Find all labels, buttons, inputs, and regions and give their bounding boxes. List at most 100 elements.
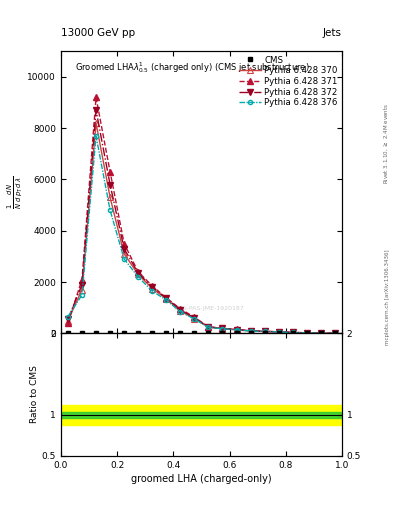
Pythia 6.428 371 [94,94,98,100]
Pythia 6.428 372 [290,329,295,335]
Pythia 6.428 372 [150,284,154,290]
CMS [332,330,337,336]
Pythia 6.428 376 [262,328,267,334]
Legend: CMS, Pythia 6.428 370, Pythia 6.428 371, Pythia 6.428 372, Pythia 6.428 376: CMS, Pythia 6.428 370, Pythia 6.428 371,… [237,54,339,109]
Pythia 6.428 370 [290,329,295,335]
Pythia 6.428 371 [66,320,70,326]
CMS [150,330,154,336]
Text: mcplots.cern.ch [arXiv:1306.3436]: mcplots.cern.ch [arXiv:1306.3436] [385,249,390,345]
Pythia 6.428 371 [136,269,141,275]
Pythia 6.428 372 [66,316,70,323]
X-axis label: groomed LHA (charged-only): groomed LHA (charged-only) [131,474,272,484]
Pythia 6.428 372 [305,330,309,336]
Pythia 6.428 376 [276,329,281,335]
Pythia 6.428 376 [122,256,127,262]
Text: Jets: Jets [323,28,342,38]
Pythia 6.428 376 [66,314,70,320]
Pythia 6.428 372 [164,295,169,302]
CMS [248,330,253,336]
Text: Groomed LHA$\lambda^{1}_{0.5}$ (charged only) (CMS jet substructure): Groomed LHA$\lambda^{1}_{0.5}$ (charged … [75,60,310,75]
Pythia 6.428 371 [192,314,197,321]
Pythia 6.428 376 [234,327,239,333]
Pythia 6.428 376 [318,330,323,336]
Y-axis label: Ratio to CMS: Ratio to CMS [30,366,39,423]
Pythia 6.428 370 [80,287,84,293]
Pythia 6.428 371 [150,283,154,289]
Line: Pythia 6.428 371: Pythia 6.428 371 [65,95,338,336]
Line: Pythia 6.428 372: Pythia 6.428 372 [65,108,338,336]
Pythia 6.428 376 [80,292,84,298]
Pythia 6.428 371 [178,306,183,312]
Line: Pythia 6.428 370: Pythia 6.428 370 [65,120,338,336]
Pythia 6.428 371 [290,329,295,335]
Pythia 6.428 371 [276,329,281,335]
Line: Pythia 6.428 376: Pythia 6.428 376 [66,134,337,335]
Pythia 6.428 370 [318,330,323,336]
Pythia 6.428 372 [94,107,98,113]
CMS [122,330,127,336]
Pythia 6.428 370 [206,324,211,330]
Pythia 6.428 376 [206,325,211,331]
CMS [192,330,197,336]
Y-axis label: $\frac{1}{N}\,\frac{dN}{d\,p_T\,d\,\lambda}$: $\frac{1}{N}\,\frac{dN}{d\,p_T\,d\,\lamb… [5,176,24,209]
Pythia 6.428 370 [262,328,267,334]
Pythia 6.428 370 [66,317,70,324]
CMS [108,330,112,336]
Pythia 6.428 372 [248,328,253,334]
CMS [66,330,70,336]
Pythia 6.428 370 [94,120,98,126]
Pythia 6.428 370 [136,271,141,278]
Pythia 6.428 376 [94,133,98,139]
Pythia 6.428 376 [136,274,141,280]
Pythia 6.428 376 [290,329,295,335]
Pythia 6.428 370 [220,326,225,332]
Pythia 6.428 370 [234,327,239,333]
Pythia 6.428 371 [206,324,211,330]
Pythia 6.428 372 [318,330,323,336]
CMS [276,330,281,336]
Pythia 6.428 372 [276,329,281,335]
Text: CMS-PAS-JME-1920187: CMS-PAS-JME-1920187 [173,306,244,311]
Pythia 6.428 372 [234,327,239,333]
CMS [220,330,225,336]
Pythia 6.428 370 [192,315,197,322]
CMS [305,330,309,336]
Pythia 6.428 371 [262,328,267,334]
Pythia 6.428 372 [122,246,127,252]
Pythia 6.428 371 [164,295,169,301]
Pythia 6.428 376 [178,309,183,315]
CMS [234,330,239,336]
Pythia 6.428 376 [305,330,309,336]
Pythia 6.428 371 [332,330,337,336]
CMS [206,330,211,336]
Pythia 6.428 370 [305,330,309,336]
Pythia 6.428 372 [220,325,225,331]
Pythia 6.428 370 [332,330,337,336]
Pythia 6.428 376 [332,330,337,336]
Pythia 6.428 371 [305,330,309,336]
Pythia 6.428 376 [248,328,253,334]
Pythia 6.428 371 [234,327,239,333]
Pythia 6.428 370 [276,329,281,335]
Pythia 6.428 376 [150,288,154,294]
CMS [94,330,98,336]
Text: Rivet 3.1.10, $\geq$ 2.4M events: Rivet 3.1.10, $\geq$ 2.4M events [383,103,390,184]
CMS [262,330,267,336]
Pythia 6.428 371 [108,168,112,175]
CMS [178,330,183,336]
Pythia 6.428 372 [178,307,183,313]
Pythia 6.428 371 [248,328,253,334]
CMS [164,330,169,336]
Pythia 6.428 372 [108,182,112,188]
CMS [318,330,323,336]
CMS [136,330,141,336]
Pythia 6.428 376 [108,207,112,214]
Pythia 6.428 370 [248,328,253,334]
Pythia 6.428 371 [220,325,225,331]
Pythia 6.428 370 [108,195,112,201]
Pythia 6.428 376 [192,316,197,322]
Pythia 6.428 370 [164,296,169,302]
Pythia 6.428 370 [150,285,154,291]
Pythia 6.428 370 [178,308,183,314]
CMS [80,330,84,336]
